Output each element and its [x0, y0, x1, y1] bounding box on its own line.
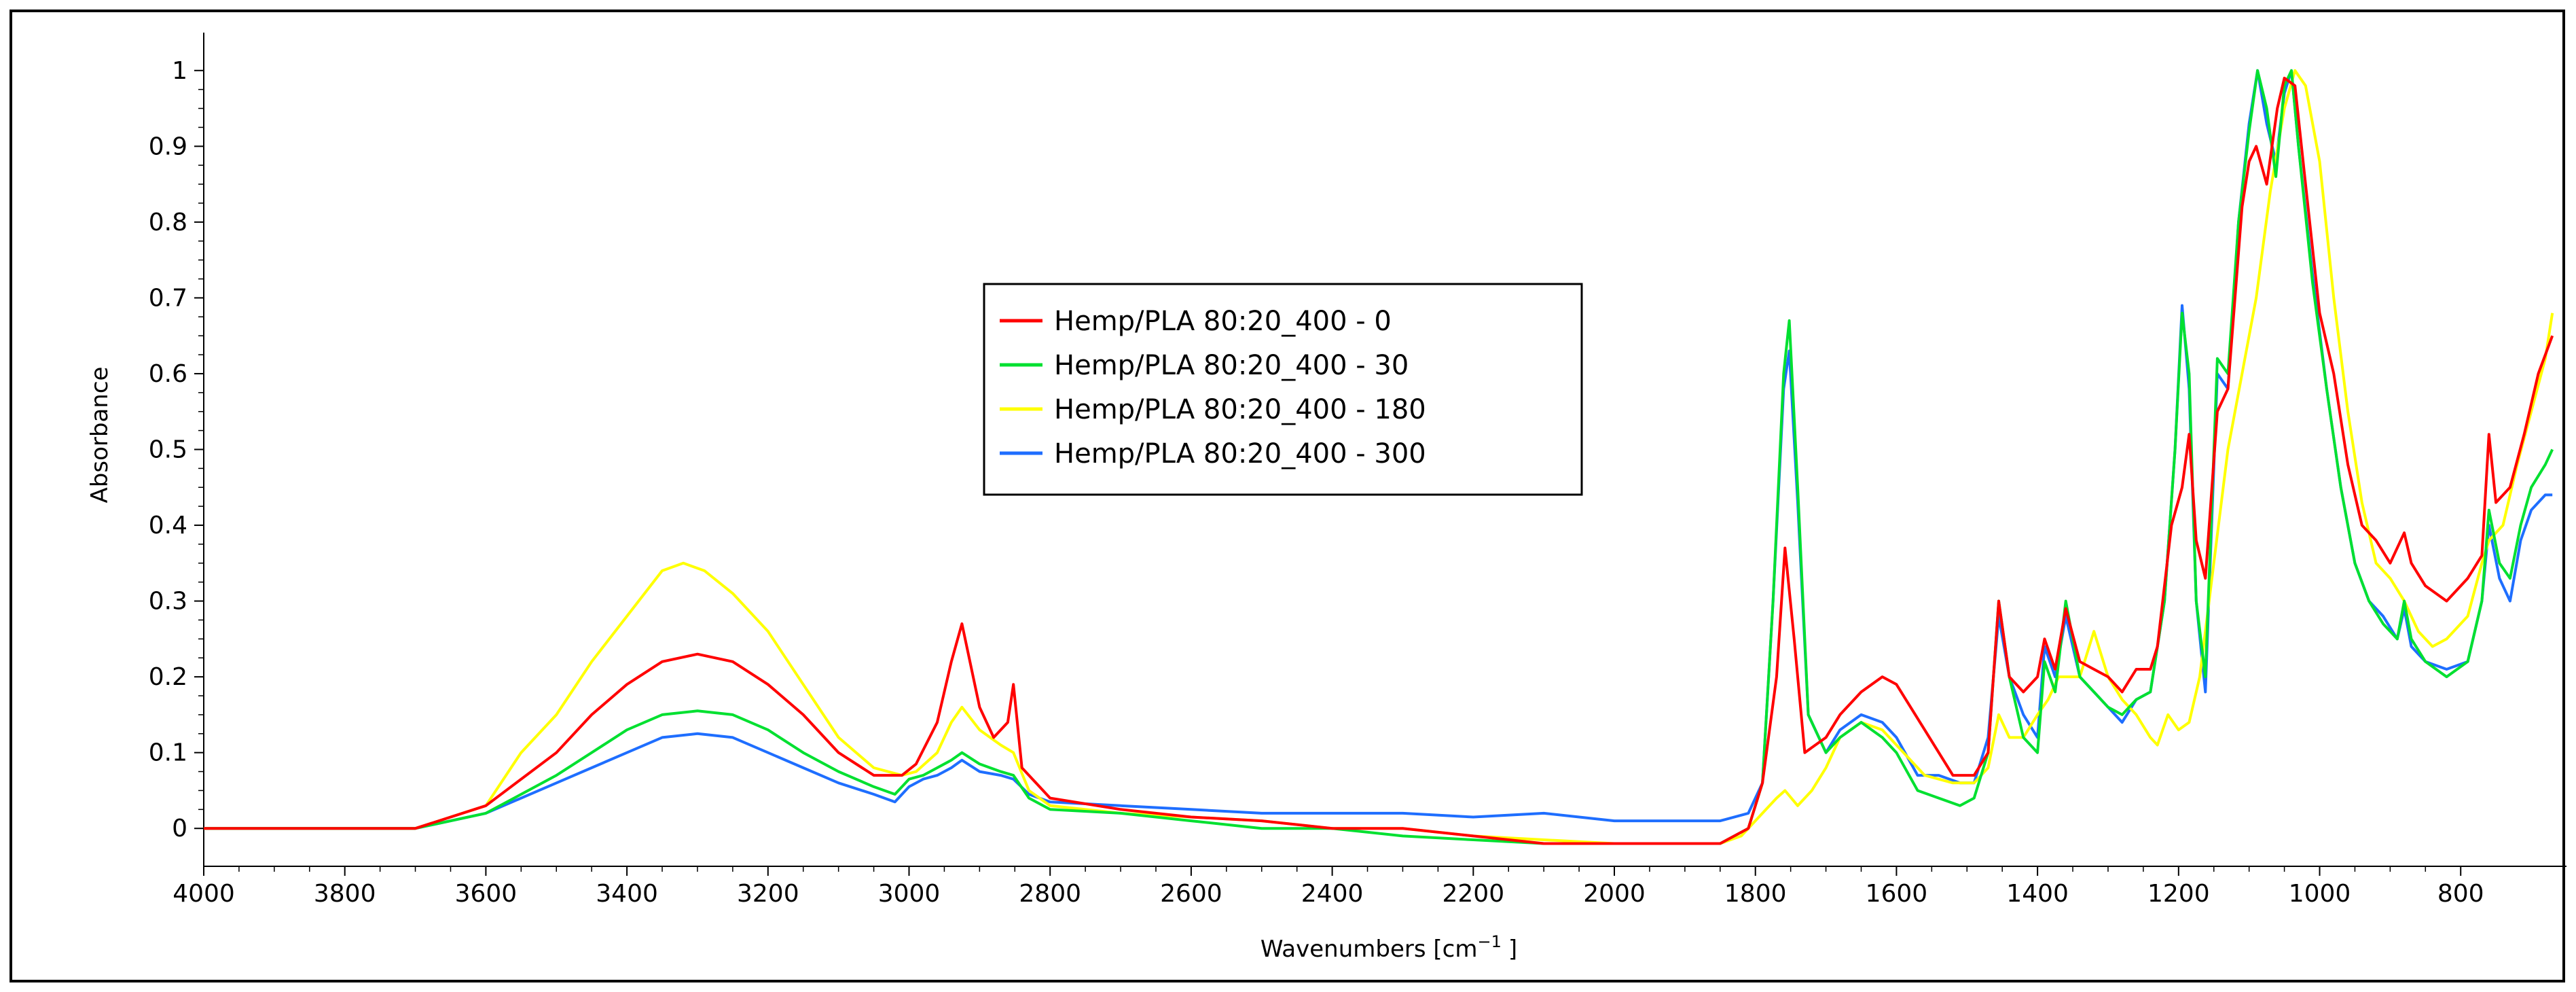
- x-tick-label: 1800: [1724, 880, 1787, 908]
- x-axis-ticks: 4000 3800 3600 3400 3200 3000 2800 2600 2400 2200…: [173, 866, 2484, 908]
- x-tick-label: 4000: [173, 880, 235, 908]
- y-tick-label: 0.9: [149, 132, 187, 160]
- y-tick-label: 0: [172, 815, 187, 843]
- series-line-0: [204, 76, 2554, 845]
- y-tick-label: 0.3: [149, 588, 187, 616]
- x-tick-label: 1200: [2147, 880, 2210, 908]
- x-tick-label: 2600: [1160, 880, 1222, 908]
- series-line-2: [204, 69, 2554, 845]
- series-line-1: [204, 69, 2554, 845]
- x-tick-label: 3400: [596, 880, 658, 908]
- x-tick-label: 2000: [1583, 880, 1646, 908]
- legend-box: [983, 283, 1583, 496]
- y-tick-label: 0.2: [149, 663, 187, 691]
- x-tick-label: 3800: [314, 880, 376, 908]
- y-tick-label: 1: [172, 57, 187, 85]
- legend-label: Hemp/PLA 80:20_400 - 30: [1054, 350, 1409, 381]
- y-tick-label: 0.6: [149, 360, 187, 388]
- y-axis-ticks: 0 0.1 0.2 0.3 0.4 0.5 0.6 0.7 0.8 0.9 1: [149, 57, 204, 843]
- x-tick-label: 1000: [2289, 880, 2351, 908]
- x-tick-label: 2200: [1443, 880, 1505, 908]
- x-tick-label: 2400: [1301, 880, 1364, 908]
- x-tick-label: 1400: [2006, 880, 2069, 908]
- y-axis-label: Absorbance: [86, 367, 113, 503]
- x-axis-label: Wavenumbers [cm−1]: [1260, 932, 1517, 963]
- x-tick-label: 3200: [737, 880, 799, 908]
- y-tick-label: 0.8: [149, 209, 187, 236]
- y-tick-label: 0.4: [149, 512, 187, 539]
- legend-label: Hemp/PLA 80:20_400 - 0: [1054, 306, 1392, 337]
- legend-label: Hemp/PLA 80:20_400 - 300: [1054, 438, 1426, 470]
- x-tick-label: 3000: [878, 880, 941, 908]
- legend: Hemp/PLA 80:20_400 - 0 Hemp/PLA 80:20_400…: [983, 283, 1583, 496]
- legend-label: Hemp/PLA 80:20_400 - 180: [1054, 394, 1426, 425]
- y-tick-label: 0.1: [149, 739, 187, 767]
- x-tick-label: 3600: [455, 880, 518, 908]
- y-tick-label: 0.5: [149, 436, 187, 464]
- x-tick-label: 800: [2437, 880, 2484, 908]
- y-tick-label: 0.7: [149, 284, 187, 312]
- x-tick-label: 1600: [1866, 880, 1928, 908]
- x-tick-label: 2800: [1019, 880, 1081, 908]
- chart-frame: [10, 10, 2565, 982]
- series-layer: [204, 69, 2554, 845]
